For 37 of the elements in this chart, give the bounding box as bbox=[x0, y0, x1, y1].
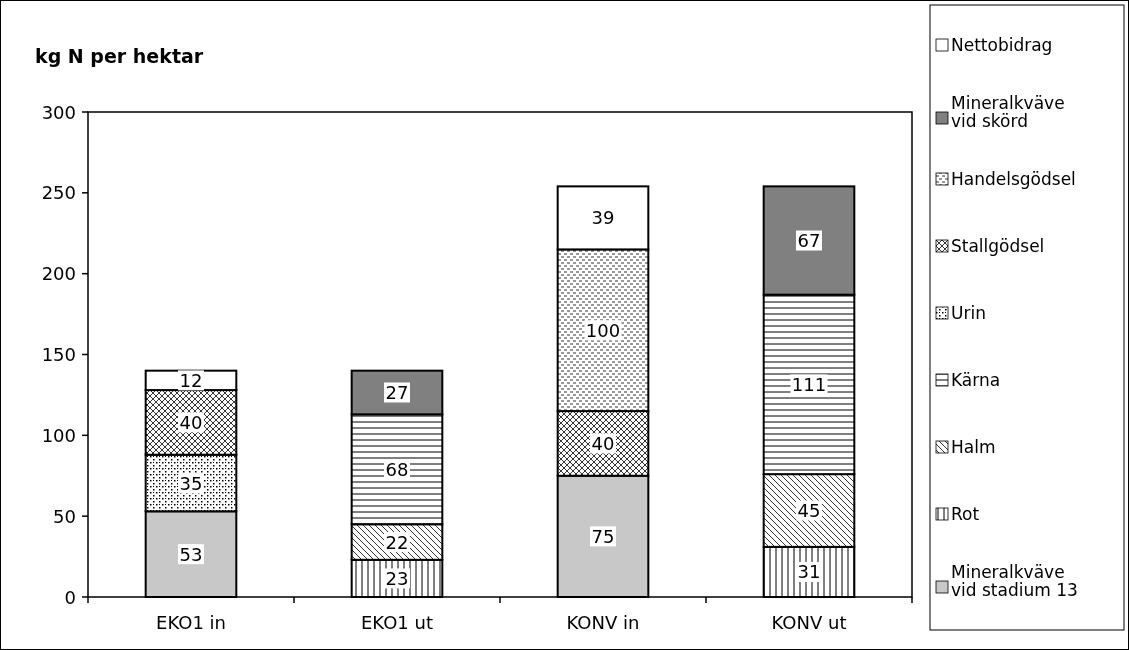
y-tick-label: 300 bbox=[41, 101, 76, 123]
y-tick-label: 150 bbox=[41, 344, 76, 365]
x-tick-label: KONV ut bbox=[771, 612, 847, 633]
data-label: 40 bbox=[179, 411, 203, 433]
legend-label: Mineralkväve vid stadium 13 bbox=[951, 562, 1078, 600]
legend-label: Kärna bbox=[951, 370, 1001, 390]
x-tick-label: KONV in bbox=[566, 612, 640, 633]
data-label: 35 bbox=[179, 472, 203, 494]
data-label: 75 bbox=[591, 525, 615, 547]
data-label: 111 bbox=[791, 373, 827, 395]
legend-label: Stallgödsel bbox=[951, 236, 1045, 256]
data-label: 100 bbox=[585, 319, 621, 341]
data-label: 68 bbox=[385, 458, 409, 480]
legend-label: Halm bbox=[951, 437, 996, 457]
y-tick-label: 200 bbox=[41, 263, 76, 285]
data-label: 27 bbox=[385, 381, 409, 403]
data-label: 67 bbox=[797, 230, 821, 252]
y-tick-label: 50 bbox=[53, 505, 76, 527]
data-label: 12 bbox=[179, 369, 203, 391]
y-tick-label: 250 bbox=[41, 182, 76, 204]
chart-title: kg N per hektar bbox=[35, 45, 204, 67]
legend-label: Handelsgödsel bbox=[951, 169, 1076, 189]
data-label: 23 bbox=[385, 567, 409, 589]
data-label: 40 bbox=[591, 432, 615, 454]
data-label: 53 bbox=[179, 543, 203, 565]
legend-label: Nettobidrag bbox=[951, 35, 1053, 55]
x-tick-label: EKO1 ut bbox=[361, 612, 433, 633]
y-tick-label: 100 bbox=[41, 424, 76, 446]
y-tick-label: 0 bbox=[64, 586, 76, 608]
data-label: 31 bbox=[797, 561, 821, 583]
legend-label: Rot bbox=[951, 504, 980, 524]
legend-label: Mineralkväve vid skörd bbox=[951, 93, 1065, 131]
data-label: 45 bbox=[797, 500, 821, 522]
legend-label: Urin bbox=[951, 303, 986, 323]
x-tick-label: EKO1 in bbox=[156, 612, 226, 633]
data-label: 22 bbox=[385, 531, 409, 553]
data-label: 39 bbox=[591, 207, 615, 229]
